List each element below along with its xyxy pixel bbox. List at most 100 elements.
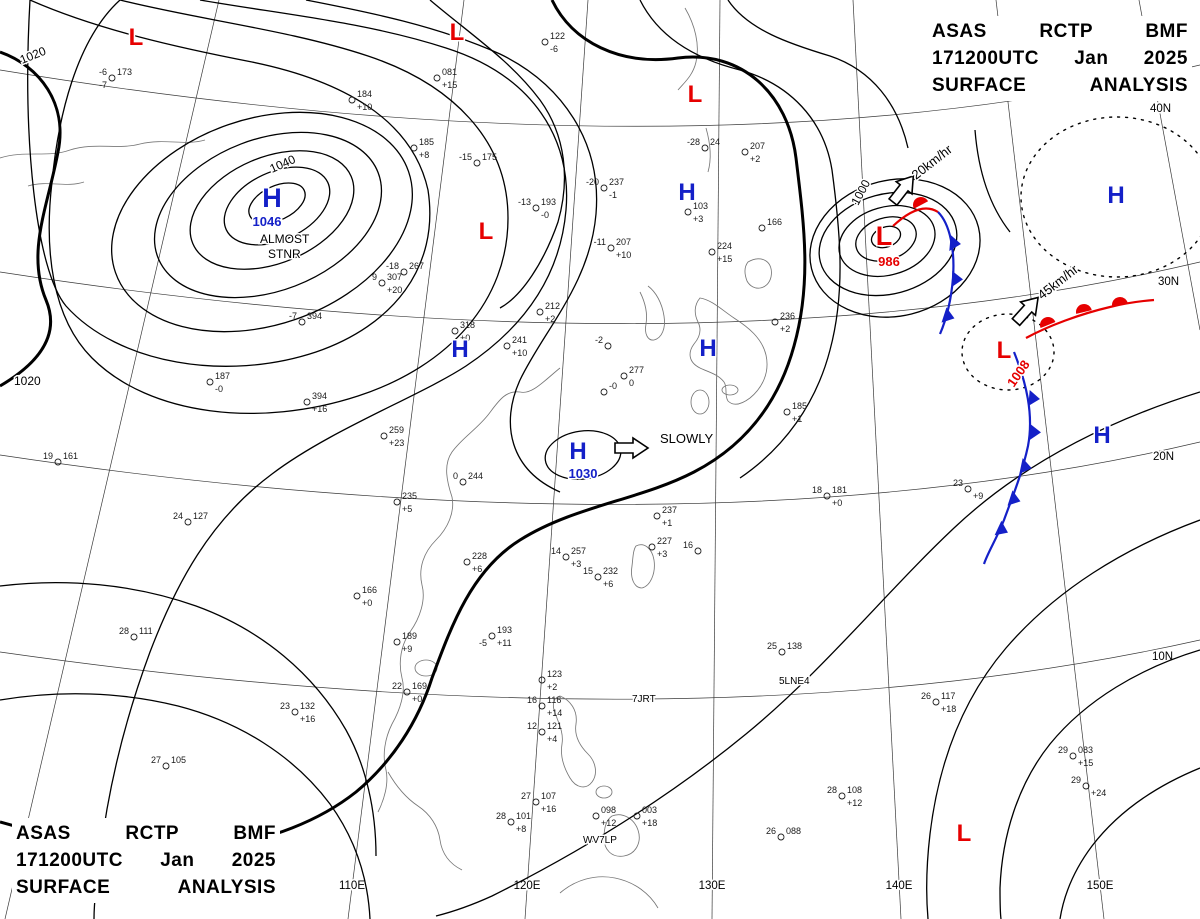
station-plot: 28 108 +12 [827,785,862,808]
coastline [631,544,655,589]
low-pressure-center: L [955,819,973,849]
grid-line [0,441,1200,505]
station-value: 169 [412,681,427,691]
station-value: +0 [412,694,422,704]
station-value: 14 [551,546,561,556]
isobar [153,131,383,299]
station-circle [538,728,546,736]
station-value: +18 [642,818,657,828]
station-plot: 098+12 [592,805,616,828]
longitude-label: 120E [514,880,541,892]
station-value: +18 [941,704,956,714]
cold-front [982,351,1041,565]
title-block-top-right: ASAS RCTP BMF 171200UTC Jan 2025 SURFACE… [928,16,1192,101]
coastline [677,7,698,91]
latitude-label: 10N [1152,651,1173,663]
station-value: +5 [402,504,412,514]
station-circle [932,698,940,706]
longitude-label: 110E [339,880,365,892]
station-value: 003 [642,805,657,815]
station-plot: 26 088 [766,826,801,841]
station-value: +16 [300,714,315,724]
station-circle [162,762,170,770]
station-plot: -0 [600,381,617,396]
station-value: +11 [497,638,512,648]
high-pressure-center: H [677,178,697,208]
station-value: 127 [193,511,208,521]
isobar [818,191,958,297]
isobar [27,0,431,367]
station-circle [592,812,600,820]
station-plot: 259+23 [380,425,404,448]
station-value: 26 [766,826,776,836]
station-circle [633,812,641,820]
high-pressure-center: H [450,335,470,365]
station-value: 107 [541,791,556,801]
station-circle [503,342,511,350]
station-value: 103 [693,201,708,211]
station-value: -18 [386,261,399,271]
pressure-letter: L [957,820,972,847]
cold-front-triangle [1028,390,1040,406]
station-plot: -7 394 [289,311,322,326]
pressure-value: 1046 [253,214,282,229]
map-annotation: 1040 [268,152,298,176]
station-value: +0 [832,498,842,508]
station-value: +15 [1078,758,1093,768]
station-circle [684,208,692,216]
map-annotation: WV7LP [583,835,617,846]
station-value: 108 [847,785,862,795]
station-value: +3 [571,559,581,569]
station-plot: 185+1 [783,401,807,424]
warm-front-semicircle [1040,317,1056,328]
station-circle [488,632,496,640]
station-circle [538,702,546,710]
station-value: 207 [616,237,631,247]
station-value: 0 [453,471,458,481]
station-value: 185 [792,401,807,411]
latitude-label: 40N [1150,103,1171,115]
station-value: 26 [921,691,931,701]
front-layer [892,197,1155,565]
high-pressure-center: H [1106,181,1126,211]
station-value: 111 [139,626,153,636]
station-value: 166 [767,217,782,227]
station-plot: 9 307 +20 [372,272,402,295]
station-value: 184 [357,89,372,99]
station-value: 132 [300,701,315,711]
station-plot: 26 117 +18 [921,691,956,714]
grid-line [0,261,1200,324]
isobar [93,0,568,919]
station-value: +3 [657,549,667,559]
station-value: -11 [594,237,606,247]
station-value: 16 [683,540,693,550]
station-circle [410,144,418,152]
coastline [559,876,659,909]
station-circle [380,432,388,440]
movement-arrow [1011,296,1040,327]
grid-line [4,0,220,919]
station-value: 28 [496,811,506,821]
pressure-letter: H [569,438,586,465]
pressure-value: 986 [878,254,900,269]
map-annotation: 20km/hr [909,141,956,182]
station-value: 24 [173,511,183,521]
station-value: +15 [717,254,732,264]
station-circle [600,388,608,396]
station-plot: -20 237 -1 [586,177,624,200]
isobar [305,0,598,493]
station-value: +6 [603,579,613,589]
station-circle [562,553,570,561]
station-circle [604,342,612,350]
station-circle [538,676,546,684]
front-line [892,207,939,227]
station-value: 116 [547,695,561,705]
cold-front-triangle [941,307,955,323]
station-plot: -28 24 [687,137,720,152]
valid-time-line: 171200UTC Jan 2025 [16,850,276,871]
station-plot: 189+9 [393,631,417,654]
station-value: +20 [387,285,402,295]
station-value: 187 [215,371,230,381]
station-plot: 18 181 +0 [812,485,847,508]
